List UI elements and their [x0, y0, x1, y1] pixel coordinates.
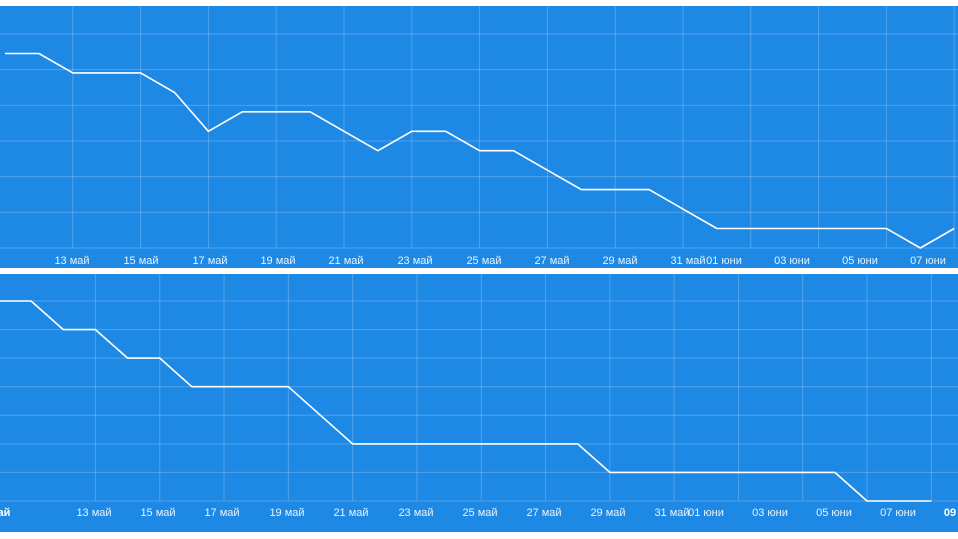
x-tick-label: 29 май [590, 507, 625, 519]
x-tick-label: 25 май [462, 507, 497, 519]
x-tick-label: 29 май [602, 255, 637, 267]
x-tick-label: 21 май [333, 507, 368, 519]
x-tick-label: 19 май [260, 255, 295, 267]
x-tick-label: 01 юни [688, 507, 724, 519]
chart-bottom: май 13 май 15 май 17 май 19 май 21 май 23 май 2… [0, 274, 958, 519]
x-tick-label: 03 юни [774, 255, 810, 267]
x-tick-label: 13 май [54, 255, 89, 267]
x-tick-label: 23 май [397, 255, 432, 267]
x-tick-label: 13 май [76, 507, 111, 519]
x-tick-label: 17 май [204, 507, 239, 519]
x-tick-label: 09 [944, 507, 956, 519]
x-tick-label: 15 май [123, 255, 158, 267]
x-tick-label: 31 май [654, 507, 689, 519]
grid [0, 274, 958, 502]
chart-panel-top: 13 май 15 май 17 май 19 май 21 май 23 май 25 м… [0, 6, 958, 268]
x-tick-label: 03 юни [752, 507, 788, 519]
x-tick-label: 05 юни [816, 507, 852, 519]
x-tick-label: 31 май [670, 255, 705, 267]
chart-panel-bottom: май 13 май 15 май 17 май 19 май 21 май 23 май 2… [0, 274, 958, 532]
series-line [0, 300, 932, 502]
x-tick-label: 07 юни [880, 507, 916, 519]
x-tick-label: 21 май [328, 255, 363, 267]
x-tick-label: 01 юни [706, 255, 742, 267]
x-tick-label: 23 май [398, 507, 433, 519]
x-tick-label: 15 май [140, 507, 175, 519]
x-tick-label: 27 май [534, 255, 569, 267]
series-line [5, 52, 955, 249]
chart-top: 13 май 15 май 17 май 19 май 21 май 23 май 25 м… [0, 6, 958, 267]
grid [0, 6, 958, 249]
x-tick-label: 27 май [526, 507, 561, 519]
x-tick-label: 17 май [192, 255, 227, 267]
x-tick-label: 25 май [466, 255, 501, 267]
x-tick-label: май [0, 507, 10, 519]
x-tick-label: 07 юни [910, 255, 946, 267]
x-tick-label: 05 юни [842, 255, 878, 267]
x-tick-label: 19 май [269, 507, 304, 519]
